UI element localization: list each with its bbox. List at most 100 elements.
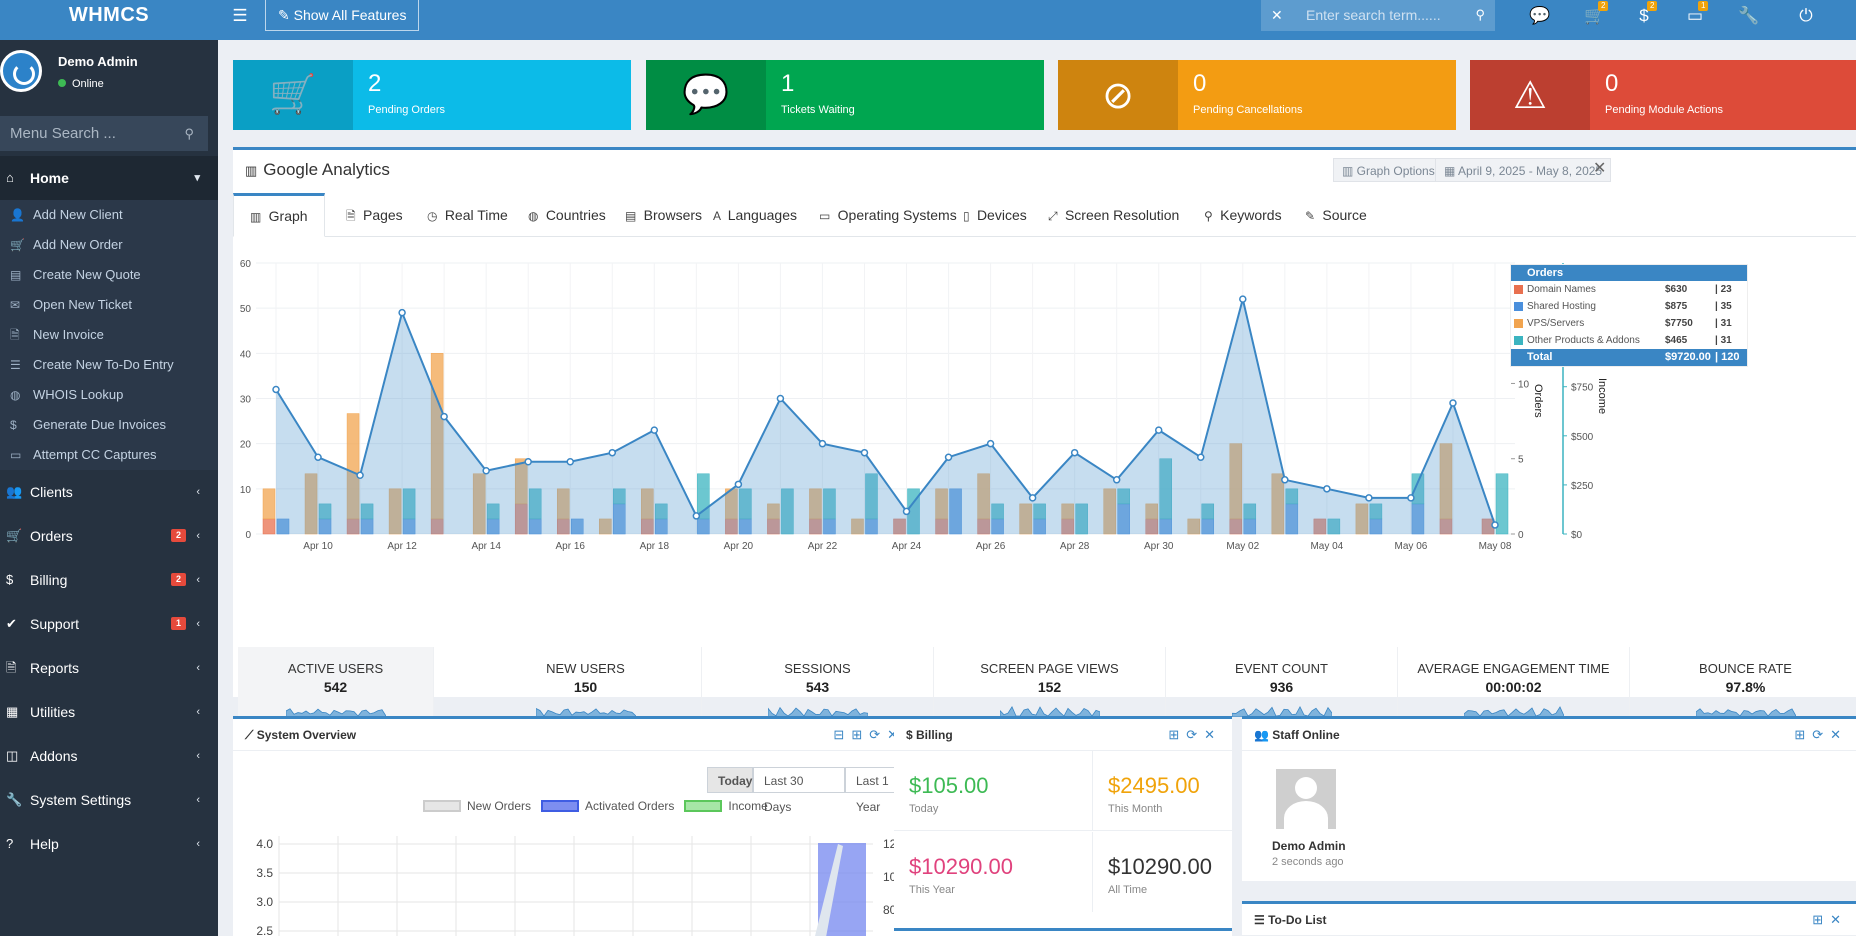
users-point[interactable] [1323,485,1331,493]
bar-vps-servers[interactable] [262,488,276,520]
bar-other-products-addons[interactable] [655,503,668,520]
panel-controls[interactable]: ⊞⟳✕ [1794,727,1848,742]
bar-other-products-addons[interactable] [1201,503,1215,520]
chat-icon[interactable]: 💬 [1529,6,1551,25]
close-icon[interactable]: ✕ [1593,160,1607,177]
tab-graph[interactable]: ▥ Graph [233,193,325,237]
submenu-item[interactable]: ▤ Create New Quote [0,260,218,290]
submenu-item[interactable]: 👤 Add New Client [0,200,218,230]
brand-logo[interactable]: WHMCS [0,0,218,40]
tab-keywords[interactable]: ⚲ Keywords [1188,193,1298,237]
date-range-picker[interactable]: ▦ April 9, 2025 - May 8, 2025 [1435,158,1612,182]
bar-other-products-addons[interactable] [1411,473,1425,505]
bar-domain-names[interactable] [1313,518,1327,535]
stat-card[interactable]: 💬 1 Tickets Waiting [646,60,1044,130]
users-point[interactable] [566,457,574,466]
bar-vps-servers[interactable] [977,473,990,520]
graph-options-button[interactable]: ▥ Graph Options [1333,158,1444,182]
bar-other-products-addons[interactable] [613,488,626,505]
users-point[interactable] [818,439,827,448]
bar-vps-servers[interactable] [472,473,486,535]
bar-other-products-addons[interactable] [1075,503,1088,535]
bar-other-products-addons[interactable] [318,503,332,520]
metric-sessions[interactable]: SESSIONS 543 [702,647,934,727]
bar-other-products-addons[interactable] [1243,503,1257,520]
users-point[interactable] [524,457,532,466]
bar-vps-servers[interactable] [1019,503,1032,535]
cart-icon[interactable]: 🛒 2 [1573,0,1617,40]
users-point[interactable] [1154,426,1163,434]
users-point[interactable] [1449,399,1457,407]
bar-vps-servers[interactable] [388,488,402,535]
bar-shared-hosting[interactable] [570,518,584,535]
submenu-item[interactable]: ▭ Attempt CC Captures [0,440,218,470]
stat-card[interactable]: 🛒 2 Pending Orders [233,60,631,130]
bar-vps-servers[interactable] [851,518,864,535]
bar-other-products-addons[interactable] [1369,503,1383,520]
sidebar-item-home[interactable]: ⌂ Home ▾ [0,156,218,200]
bar-other-products-addons[interactable] [1327,518,1341,535]
bar-vps-servers[interactable] [767,503,780,520]
metric-new-users[interactable]: NEW USERS 150 [470,647,702,727]
submenu-item[interactable]: $ Generate Due Invoices [0,410,218,440]
bar-vps-servers[interactable] [641,488,654,520]
users-point[interactable] [1028,494,1037,502]
sidebar-item-system-settings[interactable]: 🔧 System Settings ‹ [0,778,218,822]
sidebar-item-support[interactable]: ✔ Support 1 ‹ [0,602,218,646]
submenu-item[interactable]: ☰ Create New To-Do Entry [0,350,218,380]
users-point[interactable] [1070,448,1079,457]
menu-search[interactable]: Menu Search ... ⚲ [0,116,208,151]
metric-screen-page-views[interactable]: SCREEN PAGE VIEWS 152 [934,647,1166,727]
metric-event-count[interactable]: EVENT COUNT 936 [1166,647,1398,727]
bar-vps-servers[interactable] [1271,473,1285,535]
users-point[interactable] [986,439,995,448]
bar-other-products-addons[interactable] [1117,488,1130,505]
bar-vps-servers[interactable] [1103,488,1116,535]
bar-domain-names[interactable] [262,518,276,535]
submenu-item[interactable]: 🗎 New Invoice [0,320,218,350]
bar-vps-servers[interactable] [809,488,822,520]
tab-devices[interactable]: ▯ Devices [947,193,1043,237]
clear-search-icon[interactable]: ✕ [1271,7,1283,23]
users-point[interactable] [692,512,701,520]
bar-vps-servers[interactable] [346,413,360,520]
ticket-icon[interactable]: ▭ 1 [1673,0,1717,40]
overview-legend-item[interactable]: New Orders [423,799,531,813]
panel-controls[interactable]: ⊞⟳✕ [1168,727,1222,742]
users-point[interactable] [440,412,448,421]
sidebar-item-help[interactable]: ? Help ‹ [0,822,218,866]
bar-shared-hosting[interactable] [276,518,290,535]
bar-other-products-addons[interactable] [360,503,374,520]
tab-languages[interactable]: A Languages [697,193,813,237]
bar-other-products-addons[interactable] [991,503,1004,520]
tab-source[interactable]: ✎ Source [1289,193,1383,237]
tab-pages[interactable]: 🗎 Pages [330,193,419,237]
users-point[interactable] [1365,494,1373,502]
sidebar-item-orders[interactable]: 🛒 Orders 2 ‹ [0,514,218,558]
submenu-item[interactable]: 🛒 Add New Order [0,230,218,260]
sidebar-item-billing[interactable]: $ Billing 2 ‹ [0,558,218,602]
users-point[interactable] [1239,295,1247,303]
users-point[interactable] [734,480,743,489]
bar-vps-servers[interactable] [1229,443,1243,520]
bar-vps-servers[interactable] [1061,503,1074,520]
bar-vps-servers[interactable] [304,473,318,535]
dollar-icon[interactable]: $2 [1622,0,1666,40]
stat-card[interactable]: ⚠ 0 Pending Module Actions [1470,60,1856,130]
search-icon[interactable]: ⚲ [1475,7,1485,22]
bar-domain-names[interactable] [893,518,906,535]
tab-countries[interactable]: ◍ Countries [512,193,622,237]
metric-bounce-rate[interactable]: BOUNCE RATE 97.8% [1630,647,1856,727]
submenu-item[interactable]: ✉ Open New Ticket [0,290,218,320]
bar-other-products-addons[interactable] [781,488,794,535]
bar-vps-servers[interactable] [514,458,528,505]
panel-controls[interactable]: ⊟⊞⟳✕ [833,727,905,742]
bar-vps-servers[interactable] [556,488,570,520]
sidebar-item-utilities[interactable]: ▦ Utilities ‹ [0,690,218,734]
bar-other-products-addons[interactable] [1495,473,1509,535]
tab-screen-resolution[interactable]: ⤢ Screen Resolution [1032,193,1195,237]
search-input[interactable]: Enter search term...... [1306,7,1441,23]
metric-average-engagement-time[interactable]: AVERAGE ENGAGEMENT TIME 00:00:02 [1398,647,1630,727]
tab-browsers[interactable]: ▤ Browsers [609,193,718,237]
users-point[interactable] [944,453,953,461]
